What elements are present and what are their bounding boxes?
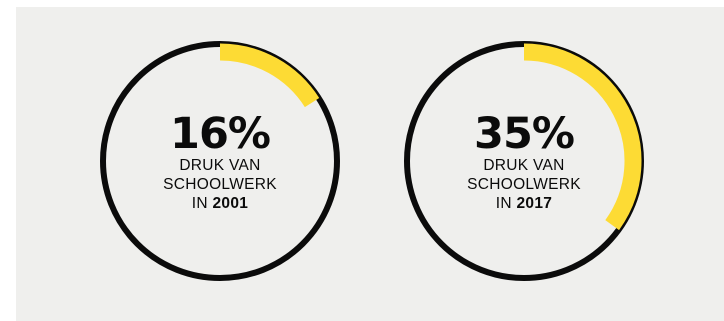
infographic-panel (16, 7, 724, 321)
caption-line-1: DRUK VAN (179, 156, 261, 174)
percentage-value: 16% (170, 108, 271, 159)
caption-line-2: SCHOOLWERK (467, 175, 581, 193)
donut-chart-2017 (404, 41, 644, 281)
caption-year-line: IN 2017 (496, 194, 552, 213)
gauge-label-block: 35% DRUK VAN SCHOOLWERK IN 2017 (398, 35, 650, 287)
gauge-highlight-arc (219, 43, 320, 108)
donut-gauge-2001: 16% DRUK VAN SCHOOLWERK IN 2001 (94, 35, 346, 287)
year-prefix: IN (495, 194, 512, 212)
donut-gauge-2017: 35% DRUK VAN SCHOOLWERK IN 2017 (398, 35, 650, 287)
caption-line-2: SCHOOLWERK (163, 175, 277, 193)
caption-year-line: IN 2001 (192, 194, 248, 213)
year-prefix: IN (191, 194, 208, 212)
gauge-highlight-arc (523, 43, 642, 231)
year-value: 2017 (516, 194, 553, 212)
caption-line-1: DRUK VAN (483, 156, 565, 174)
percentage-value: 35% (474, 108, 575, 159)
donut-chart-2001 (100, 41, 340, 281)
gauge-label-block: 16% DRUK VAN SCHOOLWERK IN 2001 (94, 35, 346, 287)
year-value: 2001 (212, 194, 249, 212)
